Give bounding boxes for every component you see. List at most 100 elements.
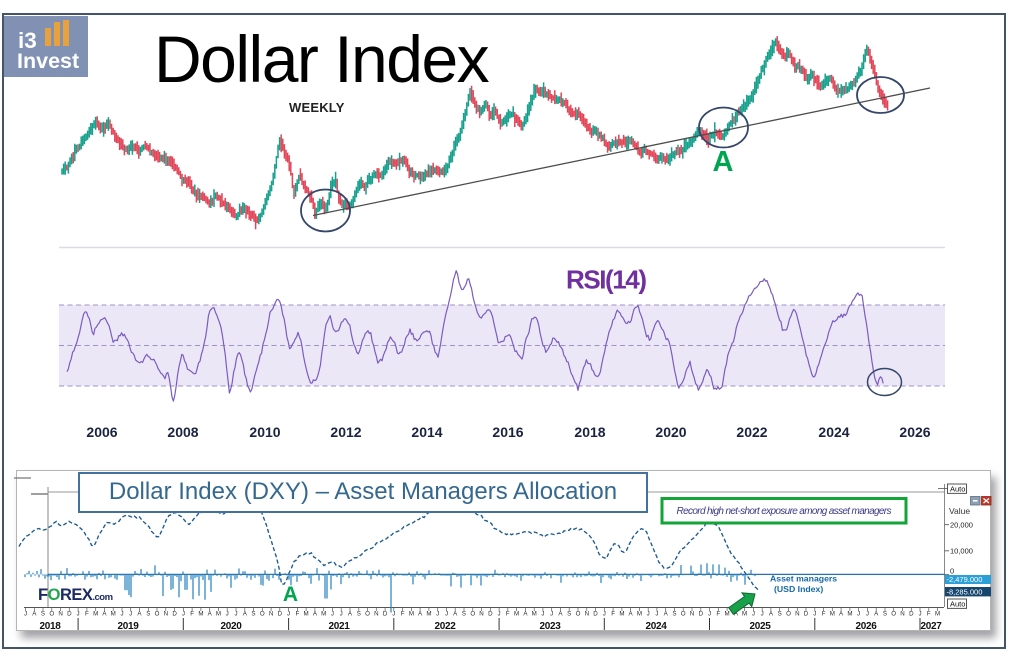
svg-text:O: O: [49, 611, 54, 618]
svg-text:F: F: [611, 611, 615, 618]
svg-text:J: J: [550, 611, 553, 618]
svg-text:J: J: [752, 611, 755, 618]
svg-text:M: M: [304, 611, 309, 618]
svg-text:J: J: [761, 611, 764, 618]
svg-text:2025: 2025: [749, 621, 771, 632]
svg-text:S: S: [778, 611, 782, 618]
svg-text:M: M: [532, 611, 537, 618]
svg-text:2021: 2021: [328, 621, 350, 632]
svg-text:J: J: [541, 611, 544, 618]
svg-text:A: A: [664, 611, 669, 618]
svg-text:J: J: [866, 611, 869, 618]
svg-text:A: A: [523, 611, 528, 618]
svg-text:2024: 2024: [645, 621, 667, 632]
svg-text:A: A: [137, 611, 142, 618]
svg-text:2026: 2026: [899, 424, 930, 440]
svg-text:0: 0: [950, 567, 954, 576]
svg-text:A: A: [208, 611, 213, 618]
svg-text:O: O: [576, 611, 581, 618]
svg-text:(USD Index): (USD Index): [774, 584, 823, 594]
svg-text:A: A: [453, 611, 458, 618]
svg-text:-8,285.000: -8,285.000: [947, 588, 983, 597]
svg-text:10,000: 10,000: [950, 547, 973, 556]
svg-text:Auto: Auto: [950, 600, 965, 609]
svg-text:O: O: [155, 611, 160, 618]
svg-text:2012: 2012: [330, 424, 361, 440]
svg-text:2024: 2024: [818, 424, 849, 440]
svg-text:M: M: [426, 611, 431, 618]
svg-text:2022: 2022: [736, 424, 767, 440]
svg-text:2023: 2023: [539, 621, 561, 632]
svg-text:D: D: [172, 611, 177, 618]
svg-text:F: F: [85, 611, 89, 618]
svg-text:A: A: [348, 611, 353, 618]
svg-text:A: A: [769, 611, 774, 618]
svg-text:2018: 2018: [574, 424, 605, 440]
svg-text:O: O: [786, 611, 791, 618]
svg-text:2020: 2020: [655, 424, 686, 440]
svg-text:A: A: [874, 611, 879, 618]
svg-text:J: J: [287, 611, 290, 618]
svg-text:D: D: [699, 611, 704, 618]
svg-text:M: M: [111, 611, 116, 618]
svg-text:A: A: [839, 611, 844, 618]
svg-text:2006: 2006: [86, 424, 117, 440]
svg-text:N: N: [900, 611, 904, 618]
svg-text:N: N: [58, 611, 62, 618]
svg-text:J: J: [603, 611, 606, 618]
svg-text:A: A: [629, 611, 634, 618]
svg-text:2027: 2027: [920, 621, 942, 632]
svg-text:M: M: [935, 611, 940, 618]
svg-text:2016: 2016: [492, 424, 523, 440]
svg-text:N: N: [269, 611, 273, 618]
svg-text:FOREX.com: FOREX.com: [38, 586, 113, 604]
svg-text:D: D: [488, 611, 493, 618]
svg-text:J: J: [436, 611, 439, 618]
svg-text:J: J: [918, 611, 921, 618]
svg-text:20,000: 20,000: [950, 521, 973, 530]
svg-text:F: F: [506, 611, 510, 618]
svg-text:O: O: [260, 611, 265, 618]
svg-text:2010: 2010: [249, 424, 280, 440]
svg-text:J: J: [226, 611, 229, 618]
svg-text:F: F: [822, 611, 826, 618]
svg-text:-2,479.000: -2,479.000: [947, 575, 983, 584]
svg-text:2020: 2020: [220, 621, 242, 632]
svg-text:2008: 2008: [167, 424, 198, 440]
svg-text:J: J: [708, 611, 711, 618]
svg-text:Record high net-short exposure: Record high net-short exposure among ass…: [677, 506, 892, 517]
svg-text:D: D: [67, 611, 72, 618]
svg-text:N: N: [164, 611, 168, 618]
svg-text:A: A: [283, 583, 298, 606]
svg-text:M: M: [198, 611, 203, 618]
svg-text:J: J: [340, 611, 343, 618]
svg-text:Asset managers: Asset managers: [770, 574, 837, 584]
svg-text:A: A: [32, 611, 37, 618]
svg-text:J: J: [120, 611, 123, 618]
svg-text:D: D: [278, 611, 283, 618]
svg-text:J: J: [331, 611, 334, 618]
svg-text:N: N: [795, 611, 799, 618]
svg-text:F: F: [401, 611, 405, 618]
svg-text:J: J: [445, 611, 448, 618]
svg-text:D: D: [804, 611, 809, 618]
svg-text:O: O: [891, 611, 896, 618]
svg-text:A: A: [102, 611, 107, 618]
svg-text:S: S: [41, 611, 45, 618]
svg-text:J: J: [234, 611, 237, 618]
svg-text:S: S: [146, 611, 150, 618]
svg-text:A: A: [558, 611, 563, 618]
svg-text:F: F: [927, 611, 931, 618]
svg-text:S: S: [357, 611, 361, 618]
svg-text:RSI(14): RSI(14): [566, 265, 647, 295]
svg-text:F: F: [190, 611, 194, 618]
svg-text:J: J: [813, 611, 816, 618]
svg-text:M: M: [216, 611, 221, 618]
svg-text:F: F: [716, 611, 720, 618]
svg-text:J: J: [655, 611, 658, 618]
svg-text:M: M: [93, 611, 98, 618]
svg-text:2018: 2018: [39, 621, 61, 632]
svg-text:M: M: [830, 611, 835, 618]
svg-text:N: N: [585, 611, 589, 618]
svg-text:S: S: [251, 611, 255, 618]
